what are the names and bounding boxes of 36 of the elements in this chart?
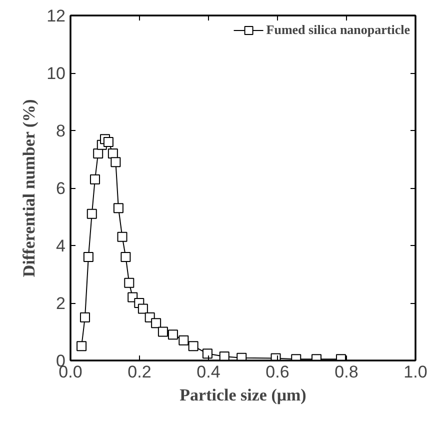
point [80,312,90,322]
point [151,318,162,328]
point [120,252,131,262]
point [86,208,97,219]
x-axis-title: Particle size (μm) [180,386,306,404]
y-tick-label: 6 [56,179,66,198]
point [219,351,230,360]
point [124,278,134,288]
x-tick-label: 0.6 [266,362,290,382]
point [168,330,178,340]
y-tick-label: 4 [56,236,66,256]
point [202,348,212,359]
point [76,341,87,352]
point [188,341,198,352]
y-tick-label: 12 [46,6,66,26]
point [93,148,104,158]
point [117,232,128,242]
point [113,203,124,214]
x-tick-label: 0.4 [196,362,220,382]
x-tick-label: 1.0 [404,362,428,382]
y-tick-label: 2 [56,294,66,313]
point [110,157,121,168]
y-axis-title: Differential number (%) [20,99,39,278]
y-tick-label: 10 [46,64,66,83]
point [108,148,118,158]
point [236,352,247,360]
point [90,174,100,184]
point [83,252,94,262]
x-tick-label: 0.2 [128,362,152,382]
legend-label: Fumed silica nanoparticle [266,22,410,38]
point [178,335,189,346]
y-tick-label: 8 [56,122,66,140]
point [138,304,148,314]
x-tick-label: 0.8 [334,362,358,382]
point [103,137,114,147]
point [158,326,168,337]
